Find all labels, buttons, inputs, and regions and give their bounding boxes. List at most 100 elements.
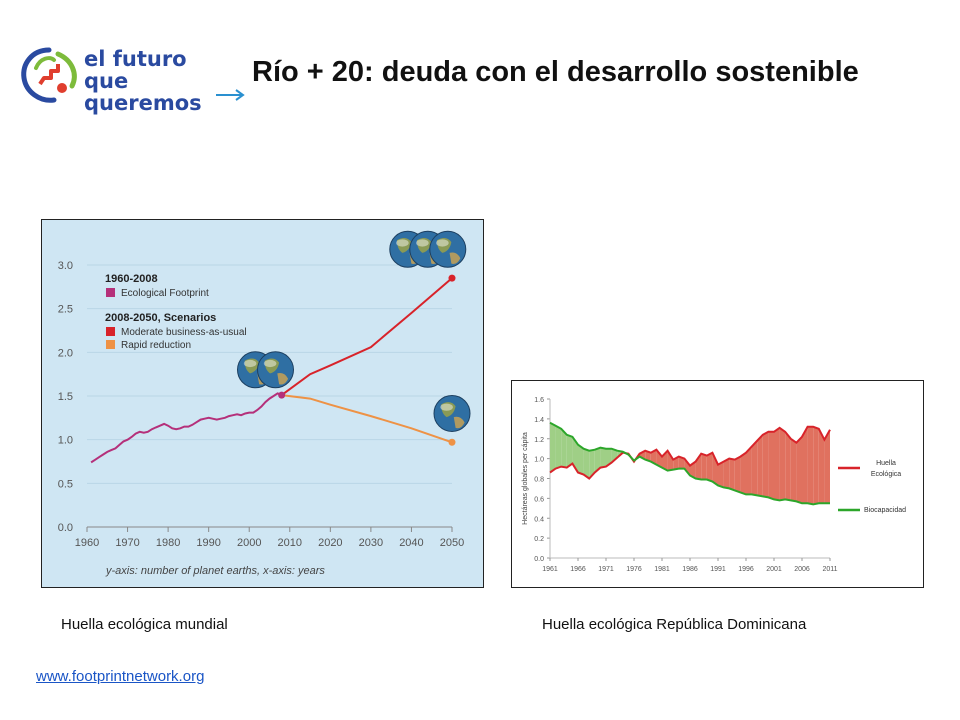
planet-highlight xyxy=(416,239,429,247)
reserve-area xyxy=(550,422,556,473)
y-tick-label: 0.6 xyxy=(534,496,544,503)
reserve-area xyxy=(566,434,573,468)
planet-land xyxy=(453,416,465,429)
reserve-area xyxy=(606,448,612,467)
planet-land xyxy=(396,237,412,253)
series-line-dr_biocapacity xyxy=(549,421,830,506)
x-tick-label: 2001 xyxy=(766,566,782,573)
y-tick-label: 1.6 xyxy=(534,397,544,404)
x-tick-label: 2006 xyxy=(794,566,810,573)
planet-land xyxy=(264,358,280,374)
deficit-area xyxy=(667,450,674,471)
legend-swatch-rapid xyxy=(106,340,115,349)
legend-label-rapid: Rapid reduction xyxy=(121,340,191,351)
y-tick-label: 0.8 xyxy=(534,477,544,484)
legend-label-footprint-line2: Ecológica xyxy=(871,471,901,478)
planet-land xyxy=(416,237,432,253)
deficit-area xyxy=(746,446,752,495)
dominican-footprint-chart-svg: 0.0 0.2 0.4 0.6 0.8 1.0 1.2 1.4 1.6 1961 1966 1971 1… xyxy=(522,397,906,573)
reserve-area xyxy=(589,449,595,479)
deficit-area xyxy=(774,427,780,501)
legend-label-footprint: Ecological Footprint xyxy=(121,288,209,299)
x-tick-label: 1976 xyxy=(626,566,642,573)
deficit-area xyxy=(645,450,651,462)
x-tick-label: 2050 xyxy=(440,537,464,549)
source-link[interactable]: www.footprintnetwork.org xyxy=(36,668,205,685)
x-tick-label: 1980 xyxy=(156,537,180,549)
deficit-area xyxy=(818,428,825,504)
deficit-area xyxy=(790,438,797,502)
planet-land xyxy=(244,358,260,374)
x-tick-label: 1986 xyxy=(682,566,698,573)
reserve-area xyxy=(561,428,567,468)
x-tick-label: 1970 xyxy=(115,537,139,549)
x-tick-label: 1966 xyxy=(570,566,586,573)
reserve-area xyxy=(572,436,578,473)
deficit-area xyxy=(762,431,769,498)
x-tick-label: 2000 xyxy=(237,537,261,549)
x-tick-label: 1991 xyxy=(710,566,726,573)
deficit-area xyxy=(796,436,802,504)
reserve-area xyxy=(611,448,618,463)
planet-highlight xyxy=(440,403,453,411)
y-tick-label: 0.5 xyxy=(58,478,73,490)
caption-dominican: Huella ecológica República Dominicana xyxy=(542,616,807,633)
legend-swatch-footprint xyxy=(106,288,115,297)
dominican-footprint-chart: 0.0 0.2 0.4 0.6 0.8 1.0 1.2 1.4 1.6 1961 1966 1971 1… xyxy=(511,380,924,588)
deficit-area xyxy=(690,461,696,479)
y-tick-label: 0.0 xyxy=(58,522,73,534)
reserve-area xyxy=(555,425,562,469)
point-marker-rapid-2050 xyxy=(448,438,456,446)
legend-label-footprint-line1: Huella xyxy=(876,460,896,467)
reserve-area xyxy=(594,447,601,473)
deficit-area xyxy=(712,452,718,486)
x-tick-label: 2011 xyxy=(822,566,837,573)
planet-land xyxy=(277,373,289,385)
x-tick-label: 2040 xyxy=(399,537,423,549)
planet-highlight xyxy=(243,359,257,368)
deficit-area xyxy=(684,458,690,476)
planet-highlight xyxy=(436,239,449,247)
legend-heading-2: 2008-2050, Scenarios xyxy=(105,312,216,324)
x-tick-label: 2020 xyxy=(318,537,342,549)
deficit-area xyxy=(701,453,707,480)
y-tick-label: 1.5 xyxy=(58,391,73,403)
y-tick-label: 2.5 xyxy=(58,304,73,316)
planet-highlight xyxy=(396,239,409,247)
chart-legend: 1960-2008 Ecological Footprint 2008-2050, … xyxy=(105,273,247,351)
x-tick-label: 1971 xyxy=(598,566,614,573)
y-tick-label: 1.4 xyxy=(534,417,544,424)
series-line-footprint xyxy=(90,392,283,464)
spiral-people-logo-icon xyxy=(21,47,77,103)
legend-label-biocapacity: Biocapacidad xyxy=(864,507,906,514)
planet-land xyxy=(436,237,452,253)
reserve-area xyxy=(578,444,584,475)
y-tick-label: 3.0 xyxy=(58,260,73,272)
slide-title: Río + 20: deuda con el desarrollo sosten… xyxy=(252,56,859,88)
y-axis-label: Hectáreas globales per cápita xyxy=(522,432,529,525)
x-tick-label: 1996 xyxy=(738,566,754,573)
deficit-area xyxy=(802,426,808,504)
legend-swatch-moderate xyxy=(106,327,115,336)
deficit-area xyxy=(757,434,763,497)
series-line-rapid xyxy=(281,394,453,444)
y-tick-label: 1.0 xyxy=(58,435,73,447)
deficit-area xyxy=(650,449,657,465)
y-tick-label: 1.0 xyxy=(534,457,544,464)
y-tick-label: 0.4 xyxy=(534,516,544,523)
x-tick-label: 1990 xyxy=(196,537,220,549)
x-tick-label: 2030 xyxy=(359,537,383,549)
deficit-area xyxy=(751,440,758,496)
deficit-area xyxy=(718,461,724,488)
y-tick-label: 0.2 xyxy=(534,536,544,543)
deficit-area xyxy=(723,458,730,489)
deficit-area xyxy=(678,456,685,469)
planet-land xyxy=(449,252,461,265)
deficit-area xyxy=(729,458,735,491)
deficit-area xyxy=(807,426,814,505)
series-line-moderate xyxy=(281,277,453,396)
legend-label-moderate: Moderate business-as-usual xyxy=(121,327,247,338)
logo: el futuro que queremos xyxy=(18,44,248,114)
planet-earth-icon xyxy=(433,394,471,432)
logo-line-2: que queremos xyxy=(84,69,202,115)
